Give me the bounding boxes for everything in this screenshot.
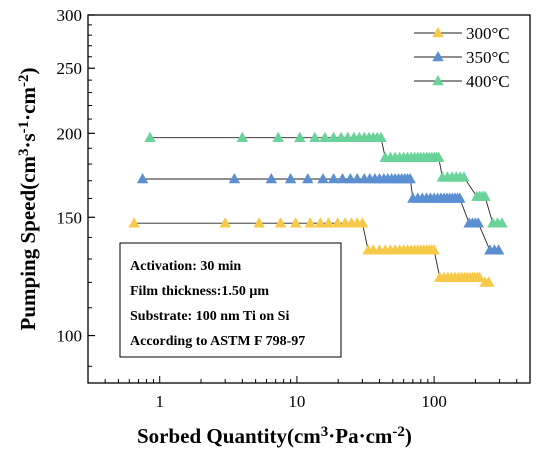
data-point bbox=[128, 217, 140, 228]
annotation-box: Activation: 30 min Film thickness:1.50 μ… bbox=[119, 242, 342, 358]
data-point bbox=[454, 192, 466, 203]
data-point bbox=[228, 173, 241, 184]
series-3 bbox=[144, 131, 508, 228]
data-point bbox=[274, 217, 287, 228]
x-axis-title-sup: 3 bbox=[321, 424, 329, 440]
data-point bbox=[472, 217, 484, 228]
legend-marker bbox=[432, 27, 444, 38]
annotation-frame bbox=[119, 242, 342, 358]
x-axis-title-sup2: -2 bbox=[392, 424, 405, 440]
data-point bbox=[356, 217, 369, 228]
data-point bbox=[473, 271, 486, 282]
data-point bbox=[309, 131, 321, 142]
data-point bbox=[219, 217, 231, 228]
y-axis-title-unit-end: ) bbox=[16, 68, 40, 75]
y-tick-label: 300 bbox=[57, 6, 83, 25]
x-tick-label: 100 bbox=[421, 392, 447, 411]
data-point bbox=[319, 131, 331, 142]
series-2 bbox=[136, 173, 505, 255]
data-point bbox=[458, 171, 470, 182]
axis-ticks bbox=[87, 14, 531, 383]
data-point bbox=[375, 131, 387, 142]
data-point bbox=[336, 173, 349, 184]
y-tick-label: 250 bbox=[57, 59, 83, 78]
data-point bbox=[428, 244, 440, 255]
data-point bbox=[496, 217, 508, 228]
y-axis-title-sup3: -2 bbox=[16, 75, 32, 88]
y-axis-title-main: Pumping Speed bbox=[16, 190, 40, 331]
y-tick-label: 100 bbox=[57, 327, 83, 346]
data-point bbox=[317, 173, 329, 184]
data-point bbox=[265, 173, 277, 184]
x-axis-title: Sorbed Quantity(cm3·Pa·cm-2) bbox=[137, 424, 412, 448]
y-axis-title-unit-prefix: (cm bbox=[16, 156, 40, 190]
data-point bbox=[304, 217, 316, 228]
data-point bbox=[284, 173, 297, 184]
legend-label: 350°C bbox=[466, 48, 510, 67]
data-point bbox=[253, 217, 265, 228]
data-point bbox=[322, 217, 335, 228]
series-line bbox=[142, 178, 499, 251]
data-point bbox=[294, 131, 306, 142]
annotation-line-2: Film thickness:1.50 μm bbox=[130, 284, 269, 299]
y-tick-label: 200 bbox=[57, 124, 83, 143]
y-axis-title-unit-mid: ·s bbox=[16, 133, 40, 148]
x-axis-title-unit-prefix: (cm bbox=[287, 424, 321, 448]
x-tick-label: 1 bbox=[155, 392, 164, 411]
legend: 300°C 350°C 400°C bbox=[414, 24, 510, 91]
data-point bbox=[144, 131, 156, 142]
data-point bbox=[290, 217, 302, 228]
data-point bbox=[492, 244, 505, 255]
data-point bbox=[136, 173, 149, 184]
y-tick-label: 150 bbox=[57, 208, 83, 227]
plot-frame bbox=[87, 14, 531, 384]
x-axis-title-unit-mid: ·Pa·cm bbox=[328, 424, 393, 448]
annotation-line-4: According to ASTM F 798-97 bbox=[130, 334, 305, 349]
annotation-line-3: Substrate: 100 nm Ti on Si bbox=[130, 309, 289, 324]
data-point bbox=[404, 173, 416, 184]
annotation-line-1: Activation: 30 min bbox=[130, 259, 241, 274]
data-point bbox=[327, 131, 340, 142]
legend-marker bbox=[432, 51, 444, 62]
x-axis-title-main: Sorbed Quantity bbox=[137, 424, 287, 448]
data-point bbox=[327, 173, 340, 184]
data-point bbox=[236, 131, 248, 142]
legend-marker bbox=[432, 75, 444, 86]
data-point bbox=[433, 151, 445, 162]
data-series bbox=[128, 131, 508, 287]
x-tick-label: 10 bbox=[288, 392, 305, 411]
data-point bbox=[302, 173, 314, 184]
data-point bbox=[272, 131, 284, 142]
x-tick-labels: 1 10 100 bbox=[155, 392, 446, 411]
data-point bbox=[314, 217, 326, 228]
y-axis-title-sup: 3 bbox=[16, 149, 32, 157]
data-point bbox=[331, 217, 344, 228]
x-axis-title-unit-end: ) bbox=[405, 424, 412, 448]
legend-label: 300°C bbox=[466, 24, 510, 43]
y-axis-title-unit-mid2: ·cm bbox=[16, 87, 40, 121]
y-axis-title: Pumping Speed(cm3·s-1·cm-2) bbox=[16, 68, 40, 331]
y-axis-title-sup2: -1 bbox=[16, 121, 32, 134]
series-1 bbox=[128, 217, 495, 287]
data-point bbox=[479, 190, 491, 201]
data-point bbox=[483, 276, 495, 287]
legend-label: 400°C bbox=[466, 72, 510, 91]
y-tick-labels: 100 150 200 250 300 bbox=[57, 6, 83, 346]
